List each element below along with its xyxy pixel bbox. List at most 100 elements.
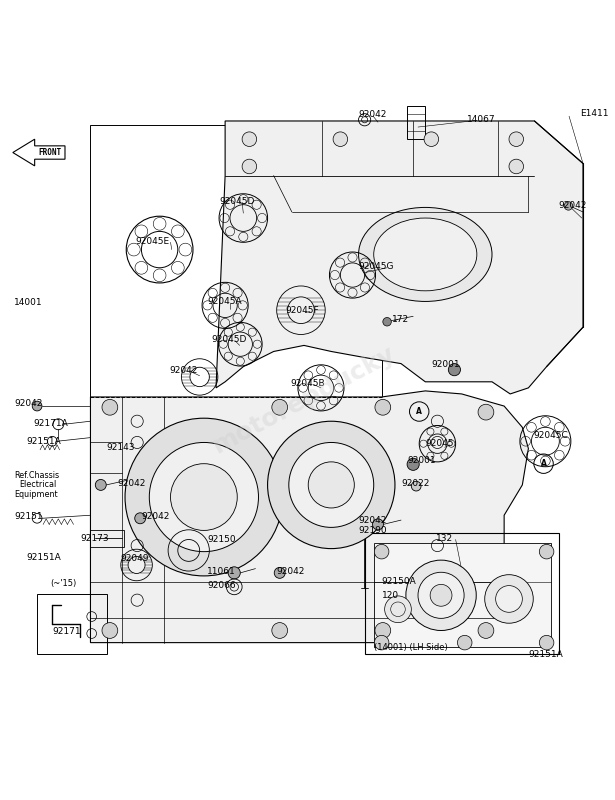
Text: (14001) (LH Side): (14001) (LH Side) xyxy=(374,643,448,652)
Circle shape xyxy=(509,159,523,174)
Circle shape xyxy=(272,399,288,415)
Text: 92190: 92190 xyxy=(359,526,387,535)
Circle shape xyxy=(135,513,146,524)
Circle shape xyxy=(478,622,494,638)
Text: 92042: 92042 xyxy=(559,202,587,210)
Circle shape xyxy=(242,132,256,146)
Text: 92151A: 92151A xyxy=(26,554,61,562)
Text: 92151A: 92151A xyxy=(528,650,563,659)
Text: 92066: 92066 xyxy=(207,581,236,590)
Bar xyxy=(90,530,124,546)
Text: 92151A: 92151A xyxy=(26,438,61,446)
Circle shape xyxy=(448,364,461,376)
Circle shape xyxy=(406,560,476,630)
Text: Electrical: Electrical xyxy=(19,481,56,490)
Text: 92173: 92173 xyxy=(81,534,109,542)
Bar xyxy=(37,594,107,654)
Text: 92045B: 92045B xyxy=(290,378,325,387)
Circle shape xyxy=(272,622,288,638)
Bar xyxy=(407,106,426,139)
Circle shape xyxy=(149,442,258,552)
Text: 92045E: 92045E xyxy=(135,237,170,246)
Circle shape xyxy=(383,318,391,326)
Text: 92042: 92042 xyxy=(117,478,146,487)
Circle shape xyxy=(458,635,472,650)
Text: 92045D: 92045D xyxy=(219,197,255,206)
Circle shape xyxy=(268,422,395,549)
Text: 172: 172 xyxy=(392,315,409,324)
Text: 92042: 92042 xyxy=(359,515,387,525)
Text: 92042: 92042 xyxy=(14,399,42,408)
Circle shape xyxy=(102,399,117,415)
Text: 120: 120 xyxy=(382,591,399,600)
Circle shape xyxy=(375,399,391,415)
Text: 92045G: 92045G xyxy=(359,262,394,271)
Circle shape xyxy=(478,404,494,420)
Text: 92150: 92150 xyxy=(207,535,236,544)
Circle shape xyxy=(274,567,285,578)
Text: 92042: 92042 xyxy=(276,566,304,575)
Circle shape xyxy=(509,132,523,146)
Polygon shape xyxy=(374,542,552,647)
Text: A: A xyxy=(416,407,422,416)
Text: 92001: 92001 xyxy=(407,456,435,465)
Text: 92042: 92042 xyxy=(359,110,387,119)
Circle shape xyxy=(102,622,117,638)
Text: 92045D: 92045D xyxy=(212,335,247,344)
Circle shape xyxy=(95,479,106,490)
Circle shape xyxy=(564,202,573,210)
Circle shape xyxy=(485,574,533,623)
Text: 92022: 92022 xyxy=(401,478,429,487)
Text: A: A xyxy=(541,459,547,468)
Text: FRONT: FRONT xyxy=(38,148,62,157)
Circle shape xyxy=(32,402,42,411)
Polygon shape xyxy=(13,139,65,166)
Text: 92001: 92001 xyxy=(431,360,460,370)
Bar xyxy=(90,126,382,397)
Circle shape xyxy=(228,567,240,579)
Circle shape xyxy=(308,462,354,508)
Text: motorepducky: motorepducky xyxy=(208,342,400,458)
Circle shape xyxy=(539,635,554,650)
Circle shape xyxy=(496,586,522,612)
Text: 92049: 92049 xyxy=(121,554,149,563)
Text: (~'15): (~'15) xyxy=(50,579,77,588)
Text: 11061: 11061 xyxy=(207,566,236,575)
Text: 92151: 92151 xyxy=(14,512,42,521)
Text: 14067: 14067 xyxy=(467,115,495,124)
Circle shape xyxy=(333,132,347,146)
Text: 14001: 14001 xyxy=(14,298,42,307)
Text: E1411: E1411 xyxy=(580,109,608,118)
Circle shape xyxy=(430,584,452,606)
Text: 92171: 92171 xyxy=(52,627,81,636)
Text: Ref.Chassis: Ref.Chassis xyxy=(14,471,59,480)
Text: Equipment: Equipment xyxy=(14,490,58,498)
Text: 92171A: 92171A xyxy=(33,419,68,428)
Circle shape xyxy=(289,442,374,527)
Circle shape xyxy=(170,464,237,530)
Circle shape xyxy=(125,418,283,576)
Circle shape xyxy=(384,596,411,622)
Text: 92045C: 92045C xyxy=(533,430,568,440)
Circle shape xyxy=(373,519,383,530)
Bar xyxy=(365,534,559,654)
Polygon shape xyxy=(216,121,583,394)
Text: 92045: 92045 xyxy=(426,439,454,448)
Circle shape xyxy=(411,482,421,491)
Circle shape xyxy=(424,132,438,146)
Circle shape xyxy=(539,544,554,559)
Circle shape xyxy=(418,572,464,618)
Text: 92150A: 92150A xyxy=(382,578,416,586)
Text: 92045F: 92045F xyxy=(286,306,319,314)
Text: 132: 132 xyxy=(436,534,453,542)
Text: 92042: 92042 xyxy=(169,366,197,375)
Circle shape xyxy=(407,458,419,470)
Circle shape xyxy=(375,622,391,638)
Circle shape xyxy=(242,159,256,174)
Text: 92042: 92042 xyxy=(141,512,170,521)
Ellipse shape xyxy=(374,218,477,291)
Circle shape xyxy=(375,635,389,650)
Polygon shape xyxy=(90,391,528,642)
Text: 92143: 92143 xyxy=(107,443,135,452)
Circle shape xyxy=(375,544,389,559)
